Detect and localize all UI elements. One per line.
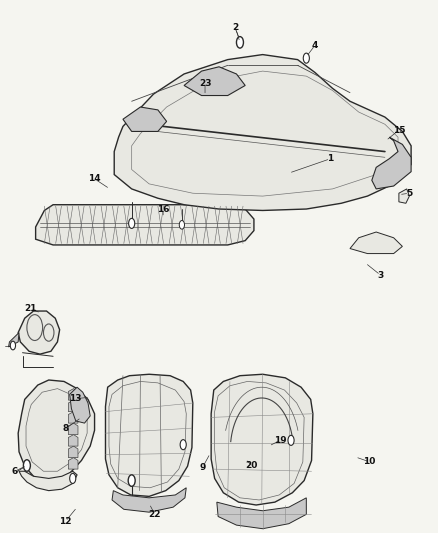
Text: 9: 9	[199, 463, 205, 472]
Text: 15: 15	[392, 125, 405, 134]
Polygon shape	[399, 189, 410, 203]
Text: 14: 14	[88, 174, 101, 183]
Polygon shape	[106, 374, 193, 496]
Polygon shape	[68, 434, 78, 446]
Polygon shape	[18, 380, 95, 482]
Polygon shape	[68, 423, 78, 434]
Text: 22: 22	[148, 510, 161, 519]
Polygon shape	[217, 498, 306, 529]
Polygon shape	[211, 374, 313, 505]
Text: 20: 20	[246, 461, 258, 470]
Circle shape	[180, 440, 186, 450]
Circle shape	[128, 475, 135, 486]
Circle shape	[23, 460, 30, 471]
Polygon shape	[18, 311, 60, 354]
Polygon shape	[123, 107, 166, 132]
Polygon shape	[19, 471, 77, 491]
Polygon shape	[35, 205, 254, 245]
Polygon shape	[350, 232, 403, 254]
Circle shape	[129, 219, 135, 229]
Text: 10: 10	[364, 457, 376, 466]
Circle shape	[237, 37, 244, 48]
Polygon shape	[68, 400, 78, 411]
Polygon shape	[114, 54, 411, 211]
Circle shape	[303, 53, 309, 63]
Circle shape	[288, 435, 294, 446]
Polygon shape	[68, 389, 78, 400]
Text: 8: 8	[62, 424, 68, 433]
Polygon shape	[70, 387, 90, 423]
Text: 23: 23	[199, 79, 211, 88]
Polygon shape	[68, 446, 78, 458]
Text: 16: 16	[157, 205, 170, 214]
Polygon shape	[68, 411, 78, 423]
Text: 13: 13	[69, 394, 81, 403]
Text: 21: 21	[24, 304, 37, 313]
Text: 4: 4	[312, 41, 318, 50]
Text: 2: 2	[233, 23, 239, 33]
Text: 19: 19	[274, 436, 286, 445]
Circle shape	[11, 341, 15, 350]
Text: 5: 5	[406, 189, 413, 198]
Circle shape	[70, 473, 76, 483]
Text: 1: 1	[327, 154, 333, 163]
Polygon shape	[184, 67, 245, 95]
Circle shape	[179, 221, 184, 229]
Text: 12: 12	[59, 517, 71, 526]
Polygon shape	[372, 137, 411, 189]
Polygon shape	[9, 333, 19, 347]
Polygon shape	[112, 488, 186, 512]
Text: 6: 6	[11, 467, 18, 476]
Text: 3: 3	[378, 271, 384, 280]
Polygon shape	[68, 458, 78, 469]
